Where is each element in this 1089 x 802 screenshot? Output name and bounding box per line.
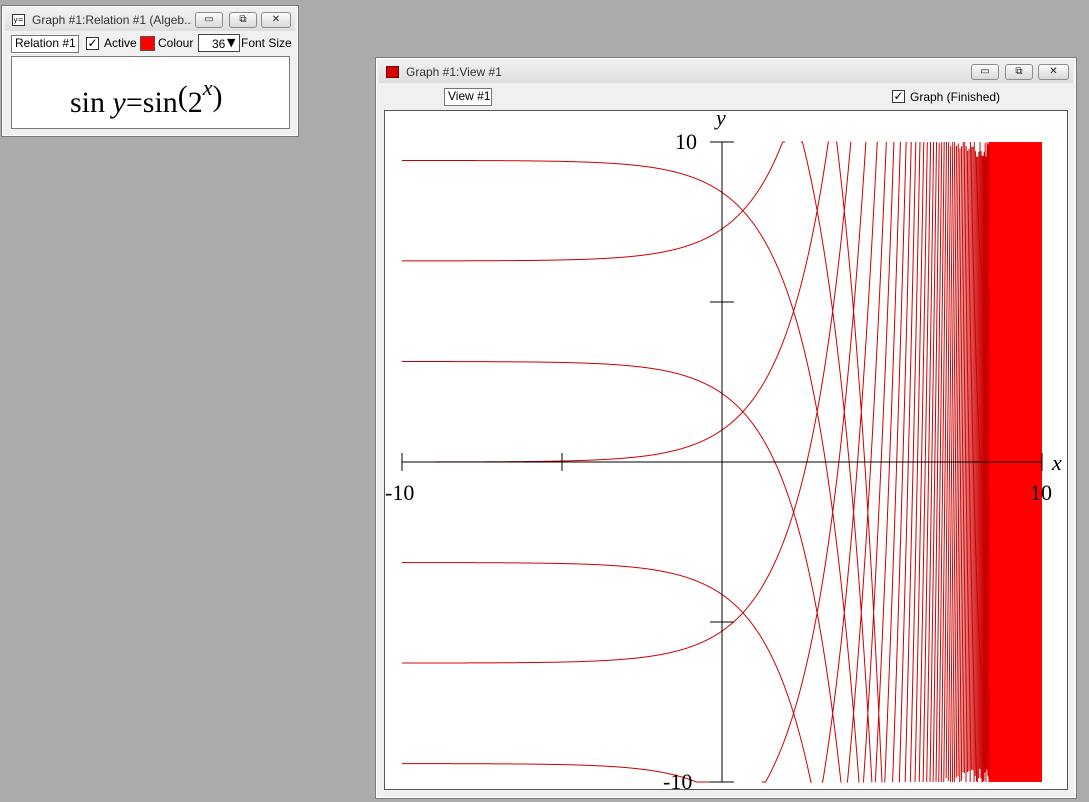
relation-titlebar[interactable]: y= Graph #1:Relation #1 (Algeb... ▭ ⧉ ✕: [5, 9, 295, 31]
formula-open-paren: (: [177, 80, 188, 113]
restore-icon[interactable]: ⧉: [1005, 64, 1033, 80]
chevron-down-icon: ▼: [227, 36, 236, 49]
formula-lhs-fn: sin: [70, 86, 106, 119]
minimize-icon[interactable]: ▭: [195, 12, 223, 28]
graph-status-label: Graph (Finished): [910, 90, 1001, 104]
active-label: Active: [104, 36, 137, 50]
view-window-title: Graph #1:View #1: [406, 65, 502, 79]
relation-tab[interactable]: Relation #1: [11, 35, 79, 53]
view-window: Graph #1:View #1 ▭ ⧉ ✕ View #1 ✓ Graph (…: [375, 57, 1077, 799]
view-app-icon: [386, 66, 399, 78]
font-size-label: Font Size: [241, 36, 292, 50]
colour-swatch[interactable]: [140, 36, 155, 51]
formula: sin y=sin(2x): [70, 75, 223, 120]
y-tick-label-max: 10: [675, 129, 697, 154]
formula-base: 2: [187, 86, 203, 119]
y-axis-label: y: [714, 111, 726, 130]
minimize-icon[interactable]: ▭: [971, 64, 999, 80]
active-check-mark: ✓: [87, 36, 98, 50]
formula-close-paren: ): [212, 80, 223, 113]
formula-equals: =: [125, 86, 143, 119]
font-size-select[interactable]: 36 ▼: [198, 34, 240, 52]
relation-app-icon: y=: [12, 14, 25, 26]
font-size-value: 36: [212, 37, 226, 51]
relation-curve: [402, 141, 990, 783]
close-icon[interactable]: ✕: [261, 12, 291, 28]
y-tick-label-min: -10: [663, 769, 692, 790]
formula-lhs-var: y: [112, 86, 126, 119]
relation-window: y= Graph #1:Relation #1 (Algeb... ▭ ⧉ ✕ …: [1, 5, 299, 137]
active-checkbox[interactable]: ✓: [86, 37, 99, 50]
formula-exponent: x: [202, 75, 213, 100]
colour-label: Colour: [158, 36, 194, 50]
graph-checkbox[interactable]: ✓: [892, 90, 905, 103]
restore-icon[interactable]: ⧉: [229, 12, 257, 28]
plot-svg[interactable]: x y -10 10 10 -10: [385, 111, 1068, 790]
view-toolbar: View #1 ✓ Graph (Finished): [382, 86, 1068, 108]
x-tick-label-max: 10: [1030, 480, 1052, 505]
x-axis-label: x: [1051, 450, 1062, 475]
view-tab[interactable]: View #1: [444, 88, 492, 106]
close-icon[interactable]: ✕: [1038, 64, 1069, 80]
formula-rhs-fn: sin: [142, 86, 178, 119]
axes: [401, 141, 1043, 783]
view-titlebar[interactable]: Graph #1:View #1 ▭ ⧉ ✕: [379, 61, 1073, 83]
graph-canvas[interactable]: x y -10 10 10 -10: [384, 110, 1068, 790]
relation-window-title: Graph #1:Relation #1 (Algeb...: [32, 13, 192, 27]
graph-check-mark: ✓: [893, 89, 904, 103]
x-tick-label-min: -10: [385, 480, 414, 505]
formula-panel[interactable]: sin y=sin(2x): [11, 56, 290, 129]
